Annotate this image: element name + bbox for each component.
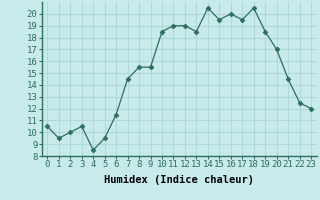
X-axis label: Humidex (Indice chaleur): Humidex (Indice chaleur) — [104, 175, 254, 185]
